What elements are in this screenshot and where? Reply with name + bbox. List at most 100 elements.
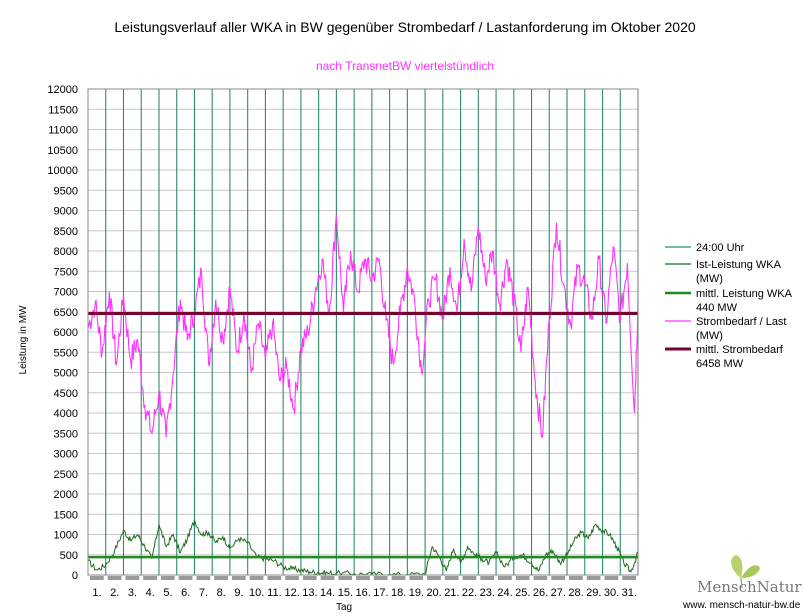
x-tick-mark: [90, 576, 104, 580]
chart-title: Leistungsverlauf aller WKA in BW gegenüb…: [114, 19, 696, 35]
x-tick-label: 15.: [338, 587, 353, 599]
x-tick-label: 26.: [533, 587, 548, 599]
series-line-strombedarf: [87, 214, 639, 439]
x-axis-label: Tag: [336, 602, 352, 613]
x-tick-label: 29.: [586, 587, 601, 599]
x-tick-label: 3.: [128, 587, 137, 599]
y-tick-label: 1500: [54, 509, 78, 521]
legend-label: Strombedarf / Last: [696, 316, 787, 328]
legend-label: 24:00 Uhr: [696, 242, 745, 254]
chart-subtitle: nach TransnetBW viertelstündlich: [316, 59, 494, 73]
y-tick-label: 9500: [54, 185, 78, 197]
x-tick-mark: [622, 576, 636, 580]
x-tick-mark: [409, 576, 424, 580]
x-tick-label: 22.: [462, 587, 477, 599]
x-tick-label: 23.: [480, 587, 495, 599]
x-tick-mark: [462, 576, 477, 580]
x-tick-label: 28.: [568, 587, 583, 599]
y-tick-label: 3500: [54, 428, 78, 440]
legend: 24:00 Uhr Ist-Leistung WKA (MW) mittl. Leis…: [665, 242, 793, 370]
y-tick-label: 9000: [54, 206, 78, 218]
x-tick-mark: [196, 576, 211, 580]
y-tick-label: 7000: [54, 287, 78, 299]
x-tick-mark: [143, 576, 157, 580]
y-axis-label: Leistung in MW: [18, 305, 29, 374]
x-tick-label: 27.: [551, 587, 566, 599]
y-tick-label: 4500: [54, 388, 78, 400]
x-tick-label: 20.: [426, 587, 441, 599]
x-tick-mark: [125, 576, 140, 580]
x-tick-mark: [444, 576, 459, 580]
legend-label: Ist-Leistung WKA: [696, 259, 782, 271]
legend-label: mittl. Strombedarf: [696, 344, 784, 356]
x-tick-mark: [107, 576, 122, 580]
x-tick-mark: [267, 576, 282, 580]
y-tick-label: 1000: [54, 530, 78, 542]
x-tick-label: 24.: [497, 587, 512, 599]
y-tick-label: 10500: [47, 145, 78, 157]
x-tick-label: 6.: [181, 587, 190, 599]
legend-label: (MW): [696, 330, 723, 342]
x-tick-mark: [373, 576, 388, 580]
x-tick-label: 25.: [515, 587, 530, 599]
day-boundary-lines: [105, 89, 639, 575]
x-tick-mark: [231, 576, 246, 580]
y-tick-label: 2000: [54, 489, 78, 501]
x-tick-label: 4.: [146, 587, 155, 599]
x-tick-mark: [391, 576, 406, 580]
ginkgo-leaf-icon: [731, 555, 760, 589]
y-tick-label: 5000: [54, 368, 78, 380]
y-tick-label: 12000: [47, 84, 78, 96]
y-tick-label: 7500: [54, 266, 78, 278]
x-tick-label: 16.: [355, 587, 370, 599]
y-tick-label: 4000: [54, 408, 78, 420]
x-tick-mark: [356, 576, 370, 580]
x-axis-ticks: 1. 2. 3. 4. 5. 6. 7. 8. 9. 10. 11. 12. 13. 14. 15. 16. 1…: [90, 576, 637, 599]
x-tick-label: 10.: [249, 587, 264, 599]
y-tick-label: 10000: [47, 165, 78, 177]
x-tick-label: 14.: [320, 587, 335, 599]
x-tick-mark: [586, 576, 601, 580]
logo: MenschNatur www. mensch-natur-bw.de: [682, 555, 802, 611]
x-tick-mark: [338, 576, 353, 580]
y-tick-label: 500: [60, 550, 78, 562]
x-tick-mark: [285, 576, 299, 580]
x-tick-mark: [178, 576, 193, 580]
x-tick-label: 30.: [604, 587, 619, 599]
x-tick-label: 18.: [391, 587, 406, 599]
x-tick-label: 21.: [444, 587, 459, 599]
logo-url: www. mensch-natur-bw.de: [682, 600, 801, 611]
x-tick-mark: [302, 576, 317, 580]
x-tick-mark: [320, 576, 335, 580]
x-tick-mark: [214, 576, 228, 580]
x-tick-label: 11.: [267, 587, 281, 599]
x-tick-label: 12.: [285, 587, 300, 599]
y-tick-label: 6500: [54, 307, 78, 319]
y-tick-label: 3000: [54, 449, 78, 461]
x-tick-label: 5.: [163, 587, 172, 599]
y-tick-label: 5500: [54, 347, 78, 359]
y-tick-label: 8000: [54, 246, 78, 258]
x-tick-label: 1.: [92, 587, 101, 599]
x-tick-mark: [569, 576, 583, 580]
x-tick-label: 19.: [409, 587, 424, 599]
legend-label: 6458 MW: [696, 358, 744, 370]
x-tick-mark: [533, 576, 548, 580]
data-series: [87, 214, 639, 577]
x-tick-mark: [427, 576, 441, 580]
y-tick-label: 11000: [48, 125, 78, 137]
y-axis-ticks: 0 500 1000 1500 2000 2500 3000 3500 4000 4500 5000…: [47, 84, 78, 582]
horizontal-gridlines: [88, 88, 638, 576]
series-line-ist-leistung-wka: [87, 518, 639, 577]
legend-label: 440 MW: [696, 302, 738, 314]
x-tick-mark: [551, 576, 566, 580]
x-tick-label: 13.: [302, 587, 317, 599]
logo-text: MenschNatur: [697, 578, 802, 596]
y-tick-label: 8500: [54, 226, 78, 238]
legend-label: (MW): [696, 273, 723, 285]
x-tick-label: 17.: [373, 587, 388, 599]
mean-lines: [88, 311, 638, 559]
x-tick-label: 7.: [199, 587, 208, 599]
x-tick-mark: [249, 576, 264, 580]
